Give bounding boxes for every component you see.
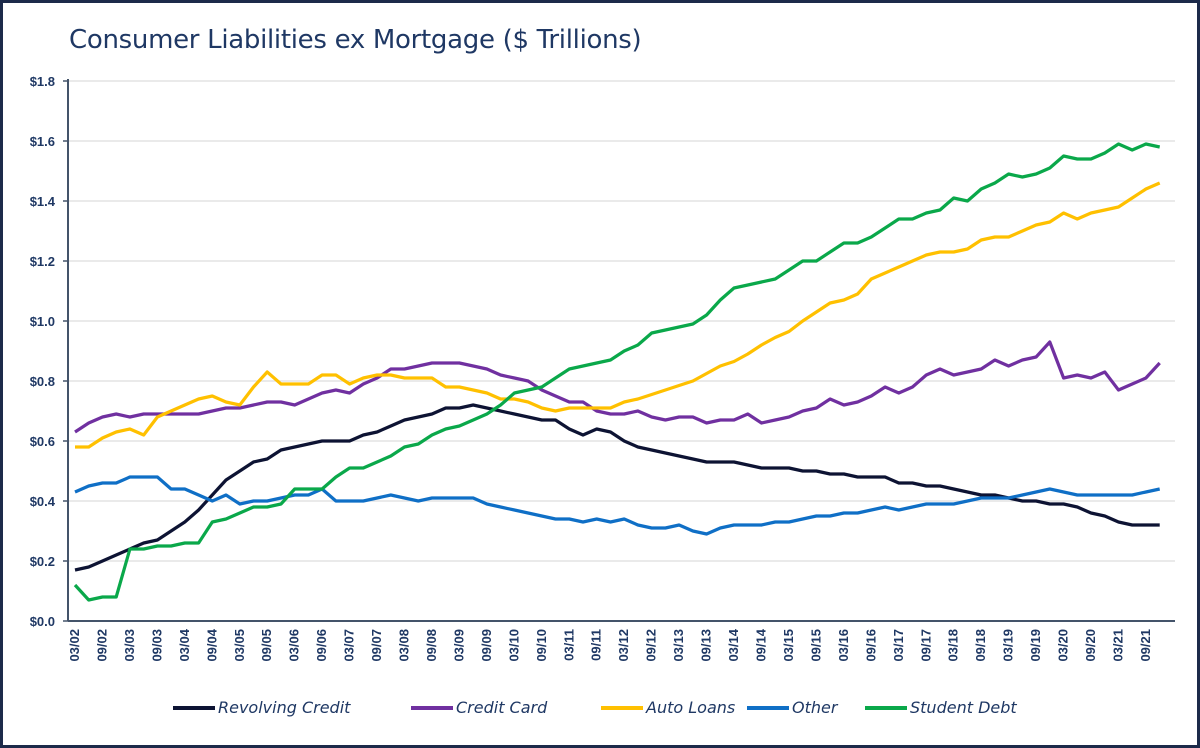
- x-tick-label: 09/21: [1138, 629, 1153, 662]
- x-tick-label: 09/07: [369, 629, 384, 662]
- x-tick-label: 09/14: [754, 628, 769, 661]
- y-tick-label: $1.8: [30, 74, 55, 89]
- y-tick-label: $1.6: [30, 134, 55, 149]
- x-tick-label: 09/13: [699, 629, 714, 662]
- legend-label-revolving-credit: Revolving Credit: [218, 698, 351, 717]
- legend-label-student-debt: Student Debt: [910, 698, 1017, 717]
- x-tick-label: 09/02: [94, 629, 109, 662]
- x-tick-label: 09/10: [534, 629, 549, 662]
- x-tick-label: 03/06: [287, 629, 302, 662]
- x-tick-label: 03/05: [232, 629, 247, 662]
- y-tick-label: $0.2: [30, 554, 55, 569]
- x-tick-label: 03/04: [177, 628, 192, 661]
- x-tick-label: 03/20: [1056, 629, 1071, 662]
- chart-title: Consumer Liabilities ex Mortgage ($ Tril…: [69, 25, 642, 55]
- x-tick-label: 03/19: [1001, 629, 1016, 662]
- legend-label-credit-card: Credit Card: [456, 698, 548, 717]
- y-tick-label: $0.8: [30, 374, 55, 389]
- x-tick-label: 03/21: [1110, 629, 1125, 662]
- x-tick-label: 03/09: [451, 629, 466, 662]
- series-line-revolving-credit: [74, 403, 1160, 572]
- x-tick-label: 09/09: [479, 629, 494, 662]
- x-tick-label: 03/08: [397, 629, 412, 662]
- x-tick-label: 09/05: [259, 629, 274, 662]
- x-tick-label: 09/16: [863, 629, 878, 662]
- x-tick-label: 03/10: [506, 629, 521, 662]
- x-tick-label: 09/04: [204, 628, 219, 661]
- series-line-student-debt: [73, 142, 1161, 602]
- x-tick-label: 03/11: [561, 629, 576, 661]
- x-tick-label: 09/11: [589, 629, 604, 661]
- x-tick-label: 09/17: [918, 629, 933, 662]
- x-tick-label: 09/08: [424, 629, 439, 662]
- series-line-other: [74, 475, 1161, 536]
- x-tick-label: 03/18: [946, 629, 961, 662]
- x-tick-label: 09/19: [1028, 629, 1043, 662]
- y-tick-label: $0.0: [30, 614, 55, 629]
- legend-label-other: Other: [792, 698, 839, 717]
- line-chart: $0.0 $0.2 $0.4 $0.6 $0.8 $1.0 $1.2 $1.4 $1.6 $1.8…: [30, 74, 1175, 717]
- x-tick-label: 03/16: [836, 629, 851, 662]
- x-tick-label: 03/12: [616, 629, 631, 662]
- y-tick-label: $1.4: [30, 194, 56, 209]
- x-tick-label: 03/03: [122, 629, 137, 662]
- y-tick-label: $0.6: [30, 434, 55, 449]
- x-tick-label: 03/15: [781, 629, 796, 662]
- x-tick-label: 09/06: [314, 629, 329, 662]
- x-tick-label: 09/12: [644, 629, 659, 662]
- x-tick-label: 03/07: [342, 629, 357, 662]
- series-line-credit-card: [74, 340, 1161, 434]
- x-tick-label: 03/02: [67, 629, 82, 662]
- y-tick-label: $0.4: [30, 494, 56, 509]
- y-tick-label: $1.0: [30, 314, 55, 329]
- y-tick-label: $1.2: [30, 254, 55, 269]
- x-tick-label: 03/13: [671, 629, 686, 662]
- x-tick-label: 09/03: [149, 629, 164, 662]
- series-line-auto-loans: [75, 181, 1161, 449]
- x-tick-label: 09/15: [808, 629, 823, 662]
- legend-label-auto-loans: Auto Loans: [645, 698, 735, 717]
- x-tick-label: 09/18: [973, 629, 988, 662]
- x-tick-label: 03/17: [891, 629, 906, 662]
- x-tick-label: 09/20: [1083, 629, 1098, 662]
- x-tick-label: 03/14: [726, 628, 741, 661]
